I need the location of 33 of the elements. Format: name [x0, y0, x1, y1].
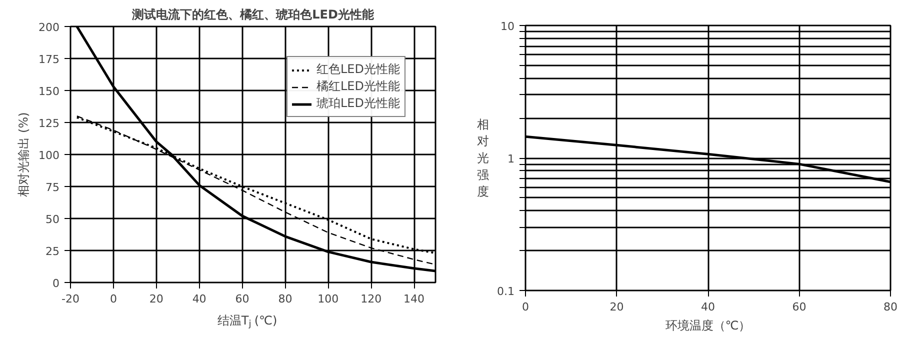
y-tick-label: 125 — [38, 117, 60, 130]
y-tick-label: 1 — [508, 152, 514, 166]
x-tick-label: 0 — [110, 292, 117, 306]
x-tick-label: 80 — [884, 300, 898, 314]
x-tick-label: 60 — [235, 292, 250, 306]
y-tick-label: 0.1 — [497, 285, 515, 298]
x-tick-label: 120 — [360, 292, 382, 306]
x-tick-label: 80 — [278, 292, 292, 306]
y-axis-title: 相对光强度 — [477, 117, 490, 199]
y-tick-label: 0 — [52, 277, 60, 290]
x-tick-label: 20 — [610, 300, 624, 314]
chart-title: 测试电流下的红色、橘红、琥珀色LED光性能 — [131, 8, 375, 22]
legend-label: 橘红LED光性能 — [316, 78, 400, 95]
x-tick-label: 40 — [192, 292, 206, 306]
y-tick-label: 100 — [38, 149, 60, 162]
y-tick-label: 200 — [38, 21, 60, 34]
y-tick-label: 25 — [46, 245, 60, 258]
x-axis-title: 环境温度（℃） — [665, 318, 751, 332]
x-tick-label: 100 — [318, 292, 339, 306]
legend-label: 琥珀LED光性能 — [316, 95, 400, 112]
x-tick-label: 0 — [522, 300, 529, 314]
x-tick-label: -20 — [62, 292, 80, 306]
y-tick-label: 10 — [500, 20, 515, 33]
y-tick-label: 75 — [46, 181, 60, 194]
x-tick-label: 20 — [149, 292, 164, 306]
y-axis-title: 相对光输出 (%) — [16, 112, 31, 197]
x-tick-label: 40 — [701, 300, 715, 314]
x-tick-label: 60 — [792, 300, 806, 314]
legend-label: 红色LED光性能 — [316, 61, 400, 78]
x-tick-label: 140 — [404, 292, 425, 306]
y-tick-label: 150 — [38, 85, 60, 98]
y-tick-label: 50 — [46, 213, 60, 226]
y-tick-label: 175 — [38, 53, 60, 66]
